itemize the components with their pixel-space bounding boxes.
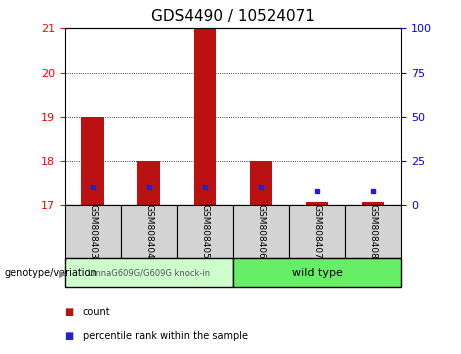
Bar <box>362 202 384 205</box>
Text: LmnaG609G/G609G knock-in: LmnaG609G/G609G knock-in <box>88 268 210 277</box>
Bar <box>306 202 328 205</box>
Bar <box>82 117 104 205</box>
Bar <box>65 205 121 258</box>
Text: wild type: wild type <box>291 268 343 278</box>
Bar <box>233 258 401 287</box>
Bar <box>121 205 177 258</box>
Bar <box>177 205 233 258</box>
Text: percentile rank within the sample: percentile rank within the sample <box>83 331 248 341</box>
Bar <box>194 28 216 205</box>
Text: genotype/variation: genotype/variation <box>5 268 97 278</box>
Text: GSM808406: GSM808406 <box>256 204 266 259</box>
Text: GSM808408: GSM808408 <box>368 204 378 259</box>
Bar <box>345 205 401 258</box>
Text: count: count <box>83 307 111 316</box>
Text: ▶: ▶ <box>59 268 66 278</box>
Text: GSM808403: GSM808403 <box>88 204 97 259</box>
Text: GSM808404: GSM808404 <box>144 205 153 259</box>
Bar <box>250 161 272 205</box>
Title: GDS4490 / 10524071: GDS4490 / 10524071 <box>151 9 315 24</box>
Bar <box>233 205 289 258</box>
Text: ■: ■ <box>65 307 74 316</box>
Text: GSM808405: GSM808405 <box>200 204 209 259</box>
Text: GSM808407: GSM808407 <box>313 204 321 259</box>
Bar <box>137 161 160 205</box>
Text: ■: ■ <box>65 331 74 341</box>
Bar <box>289 205 345 258</box>
Bar <box>65 258 233 287</box>
